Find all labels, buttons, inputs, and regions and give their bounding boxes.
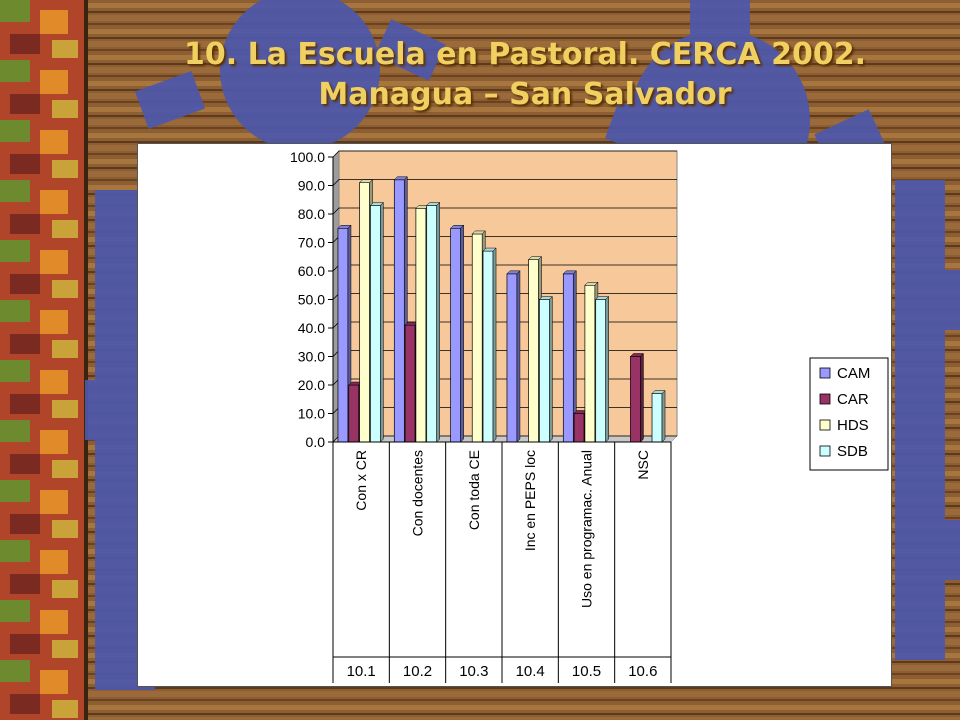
bar-front bbox=[393, 179, 405, 443]
gridline bbox=[332, 179, 677, 186]
legend-label-car: CAR bbox=[837, 391, 869, 408]
bar-side bbox=[380, 201, 384, 443]
bar-side bbox=[605, 295, 609, 443]
bar-front bbox=[506, 273, 518, 443]
gridline bbox=[332, 150, 677, 158]
y-tick-label: 60.0 bbox=[298, 263, 325, 279]
bar-front bbox=[471, 233, 483, 443]
bar-side bbox=[516, 270, 521, 443]
category-label: Con x CR bbox=[353, 450, 369, 511]
y-tick-label: 30.0 bbox=[298, 349, 325, 365]
y-tick-label: 70.0 bbox=[298, 235, 325, 251]
slide-title-line2: Managua – San Salvador bbox=[318, 77, 732, 112]
bar-sdb-5 bbox=[595, 295, 610, 443]
chart-panel: 0.0 10.0 20.0 30.0 40.0 50.0 60.0 70.0 80.0 90.0 1… bbox=[137, 143, 892, 687]
bar-chart: 0.0 10.0 20.0 30.0 40.0 50.0 60.0 70.0 80.0 90.0 1… bbox=[290, 149, 889, 683]
category-label: Con toda CE bbox=[466, 450, 482, 530]
category-label: Uso en programac. Anual bbox=[579, 450, 595, 608]
gridline bbox=[332, 207, 677, 215]
category-label: Con docentes bbox=[410, 450, 426, 536]
legend-swatch-cam bbox=[819, 367, 831, 379]
bar-sdb-6 bbox=[651, 389, 666, 443]
bar-side bbox=[492, 247, 497, 443]
bar-sdb-2 bbox=[426, 201, 441, 443]
bar-cam-3 bbox=[450, 224, 465, 443]
category-code: 10.5 bbox=[572, 663, 601, 680]
bar-front bbox=[584, 284, 596, 443]
bar-front bbox=[539, 299, 550, 443]
y-tick-label: 40.0 bbox=[298, 320, 325, 336]
legend-label-cam: CAM bbox=[837, 365, 870, 382]
legend-swatch-hds bbox=[819, 419, 831, 431]
y-tick-label: 0.0 bbox=[306, 434, 326, 450]
bar-front bbox=[562, 273, 574, 443]
bar-front bbox=[528, 259, 539, 443]
bar-front bbox=[426, 205, 438, 443]
bar-front bbox=[415, 207, 427, 443]
category-code: 10.6 bbox=[628, 663, 657, 680]
category-label: Inc en PEPS loc bbox=[522, 450, 538, 551]
bar-front bbox=[595, 299, 607, 443]
y-tick-label: 10.0 bbox=[298, 406, 325, 422]
category-code: 10.1 bbox=[347, 663, 376, 680]
legend-swatch-car bbox=[819, 393, 831, 405]
category-label: NSC bbox=[635, 450, 651, 480]
bar-front bbox=[404, 324, 416, 443]
bar-sdb-1 bbox=[369, 201, 384, 443]
plot-floor bbox=[332, 435, 678, 443]
bar-front bbox=[370, 205, 381, 443]
bar-front bbox=[337, 227, 349, 443]
legend-label-hds: HDS bbox=[837, 417, 869, 434]
y-tick-label: 100.0 bbox=[290, 149, 325, 165]
y-tick-label: 90.0 bbox=[298, 178, 325, 194]
bar-cam-4 bbox=[506, 270, 521, 443]
bar-sdb-4 bbox=[538, 295, 553, 443]
bar-front bbox=[482, 250, 494, 443]
bar-side bbox=[436, 201, 440, 443]
bar-side bbox=[661, 389, 666, 443]
legend-swatch-sdb bbox=[819, 445, 831, 457]
y-tick-label: 20.0 bbox=[298, 377, 325, 393]
bar-front bbox=[630, 356, 641, 443]
slide-title-line1: 10. La Escuela en Pastoral. CERCA 2002. bbox=[184, 37, 866, 72]
bar-sdb-3 bbox=[482, 247, 497, 443]
bar-side bbox=[549, 295, 553, 443]
bar-side bbox=[460, 224, 464, 443]
category-code: 10.4 bbox=[516, 663, 545, 680]
legend-label-sdb: SDB bbox=[837, 443, 868, 460]
bar-front bbox=[450, 227, 461, 443]
bar-side bbox=[640, 352, 644, 443]
bar-front bbox=[573, 413, 585, 443]
y-tick-label: 80.0 bbox=[298, 206, 325, 222]
bar-front bbox=[651, 393, 663, 443]
bar-front bbox=[348, 384, 360, 443]
bar-front bbox=[359, 182, 370, 443]
bar-cam-5 bbox=[562, 270, 577, 443]
bar-car-6 bbox=[629, 352, 645, 443]
y-tick-label: 50.0 bbox=[298, 292, 325, 308]
category-code: 10.2 bbox=[403, 663, 432, 680]
category-code: 10.3 bbox=[459, 663, 488, 680]
